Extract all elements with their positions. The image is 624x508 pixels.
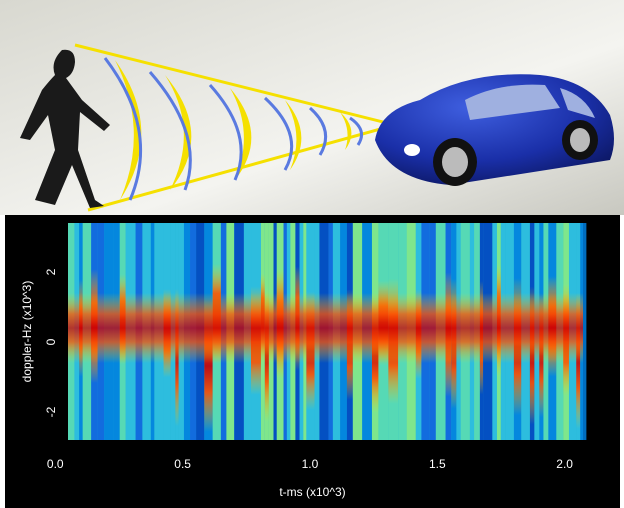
x-tick-label: 0.0 xyxy=(47,457,64,471)
y-axis-title: doppler-Hz (x10^3) xyxy=(20,281,34,383)
y-tick-label: 0 xyxy=(44,338,58,345)
x-tick-label: 2.0 xyxy=(556,457,573,471)
spectrogram xyxy=(68,223,586,440)
x-tick-label: 1.5 xyxy=(429,457,446,471)
figure: t-ms (x10^3) doppler-Hz (x10^3) 0.0 0.5 1.… xyxy=(0,0,624,508)
x-axis-title: t-ms (x10^3) xyxy=(279,485,345,499)
x-tick-label: 0.5 xyxy=(174,457,191,471)
x-tick-label: 1.0 xyxy=(302,457,319,471)
spectrogram-band xyxy=(68,293,583,363)
y-tick-label: -2 xyxy=(44,406,58,417)
page: {"chart_data": {"type": "spectrogram", "… xyxy=(0,0,624,508)
illustration xyxy=(0,0,624,215)
y-tick-label: 2 xyxy=(44,268,58,275)
